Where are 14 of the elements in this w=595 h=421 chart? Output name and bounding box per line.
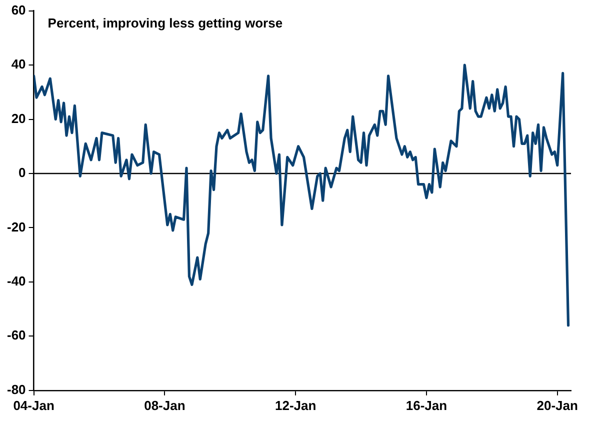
y-tick-label: 0 — [18, 165, 26, 180]
y-tick-label: 60 — [11, 2, 26, 18]
x-tick-label: 04-Jan — [13, 398, 54, 413]
x-tick-label: 20-Jan — [536, 398, 578, 413]
x-tick-label: 08-Jan — [144, 398, 186, 413]
x-tick-label: 16-Jan — [406, 398, 448, 413]
chart-title: Percent, improving less getting worse — [48, 15, 283, 30]
y-tick-label: -40 — [6, 274, 26, 289]
y-tick-label: -80 — [6, 382, 26, 397]
y-tick-label: 20 — [11, 110, 26, 126]
y-tick-label: -20 — [6, 219, 26, 234]
y-tick-label: -60 — [6, 328, 26, 343]
y-tick-label: 40 — [11, 56, 26, 72]
x-tick-label: 12-Jan — [274, 398, 316, 413]
